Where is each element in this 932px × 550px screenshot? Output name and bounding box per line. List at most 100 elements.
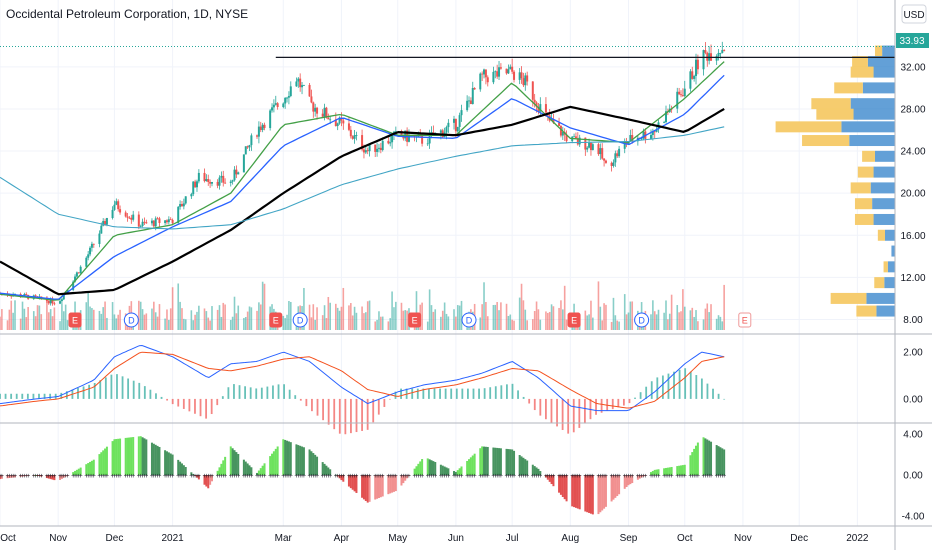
oscillator-cross: + bbox=[578, 473, 582, 480]
candle-body bbox=[721, 50, 724, 53]
candle-body bbox=[471, 88, 474, 105]
volume-bar bbox=[14, 300, 16, 330]
volume-bar bbox=[623, 294, 626, 330]
volume-bar bbox=[62, 311, 65, 330]
candle-body bbox=[693, 76, 696, 79]
macd-histogram-bar bbox=[194, 398, 196, 414]
oscillator-cross: + bbox=[670, 473, 674, 480]
candle-body bbox=[484, 69, 487, 78]
candle-body bbox=[601, 148, 604, 159]
volume-bar bbox=[702, 319, 705, 330]
volume-bar bbox=[479, 317, 482, 330]
oscillator-cross: + bbox=[336, 473, 340, 480]
candle-body bbox=[276, 103, 279, 108]
oscillator-bar bbox=[612, 475, 615, 500]
volume-bar bbox=[310, 317, 313, 330]
volume-bar bbox=[363, 313, 365, 330]
oscillator-bar bbox=[117, 438, 120, 475]
oscillator-cross: + bbox=[309, 473, 313, 480]
currency-button[interactable]: USD bbox=[901, 4, 927, 24]
time-axis-ticks[interactable]: Oct Nov Dec 2021 Mar Apr May Jun Jul Aug Sep Oct Nov… bbox=[0, 533, 869, 544]
price-axis-ticks[interactable]: 32.00 28.00 24.00 20.00 16.00 12.00 8.00 2.00 0.… bbox=[900, 62, 925, 522]
oscillator-cross: + bbox=[154, 473, 158, 480]
candle-body bbox=[115, 201, 118, 205]
volume-bar bbox=[548, 311, 551, 330]
volume-bar bbox=[697, 321, 699, 330]
oscillator-cross: + bbox=[246, 473, 250, 480]
currency-button-frame[interactable] bbox=[901, 4, 927, 24]
volume-profile-bar-up bbox=[850, 98, 895, 110]
oscillator-bar bbox=[377, 475, 380, 498]
volume-bar bbox=[216, 309, 219, 330]
oscillator-bar bbox=[576, 475, 579, 509]
macd-histogram-bar bbox=[294, 395, 297, 399]
oscillator-bar bbox=[441, 465, 444, 475]
volume-bar bbox=[376, 319, 378, 330]
candle-body bbox=[295, 81, 298, 87]
oscillator-cross: + bbox=[221, 473, 225, 480]
volume-bar bbox=[663, 312, 665, 330]
macd-histogram-bar bbox=[93, 383, 96, 399]
oscillator-cross: + bbox=[508, 473, 512, 480]
candle-body bbox=[323, 107, 326, 117]
oscillator-cross: + bbox=[617, 473, 621, 480]
oscillator-cross: + bbox=[668, 473, 672, 480]
macd-histogram-bar bbox=[467, 388, 469, 399]
oscillator-cross: + bbox=[116, 473, 120, 480]
dividend-marker-bg bbox=[634, 312, 650, 328]
oscillator-cross: + bbox=[217, 473, 221, 480]
volume-bar bbox=[668, 313, 671, 330]
macd-tick-label: 0.00 bbox=[903, 394, 923, 405]
oscillator-cross: + bbox=[559, 473, 563, 480]
oscillator-cross: + bbox=[480, 473, 484, 480]
volume-bar bbox=[535, 301, 538, 330]
oscillator-cross: + bbox=[71, 473, 75, 480]
candle-body bbox=[259, 126, 262, 131]
oscillator-cross: + bbox=[58, 473, 62, 480]
oscillator-cross: + bbox=[604, 473, 608, 480]
macd-histogram-bar bbox=[311, 398, 313, 412]
candle-body bbox=[167, 219, 170, 223]
oscillator-cross: + bbox=[662, 473, 666, 480]
candle-body bbox=[334, 119, 337, 127]
oscillator-bar bbox=[229, 446, 232, 475]
macd-histogram-bar bbox=[461, 388, 464, 399]
volume-bar bbox=[616, 320, 619, 330]
time-tick-label: Oct bbox=[0, 533, 16, 544]
candle-body bbox=[394, 131, 397, 132]
macd-histogram-bar bbox=[634, 397, 636, 399]
oscillator-cross: + bbox=[182, 473, 186, 480]
macd-histogram-bar bbox=[522, 396, 525, 399]
currency-label[interactable]: USD bbox=[903, 10, 924, 21]
macd-histogram-bar bbox=[433, 388, 436, 399]
candle-body bbox=[90, 243, 93, 248]
macd-histogram-bar bbox=[177, 398, 180, 407]
volume-bar bbox=[481, 304, 483, 330]
oscillator-bar bbox=[327, 467, 330, 475]
candle-body bbox=[124, 212, 127, 217]
dividend-marker-bg bbox=[123, 312, 139, 328]
volume-bar bbox=[592, 317, 594, 330]
volume-bar bbox=[605, 304, 607, 330]
volume-bar bbox=[584, 310, 587, 330]
volume-bar bbox=[428, 289, 431, 330]
macd-histogram-bar bbox=[389, 398, 391, 400]
macd-histogram-bar bbox=[650, 381, 653, 399]
oscillator-cross: + bbox=[535, 473, 539, 480]
oscillator-cross: + bbox=[512, 473, 516, 480]
oscillator-cross: + bbox=[574, 473, 578, 480]
macd-histogram-bar bbox=[43, 393, 46, 399]
oscillator-cross: + bbox=[24, 473, 28, 480]
volume-bar bbox=[117, 314, 119, 330]
oscillator-bar bbox=[340, 475, 343, 481]
oscillator-bar bbox=[192, 474, 195, 475]
candle-body bbox=[642, 131, 645, 139]
oscillator-cross: + bbox=[247, 473, 251, 480]
volume-bar bbox=[368, 300, 371, 330]
volume-bar bbox=[402, 310, 405, 330]
time-tick-label: Dec bbox=[106, 533, 124, 544]
oscillator-bar bbox=[379, 475, 382, 498]
macd-histogram-bar bbox=[400, 388, 402, 399]
